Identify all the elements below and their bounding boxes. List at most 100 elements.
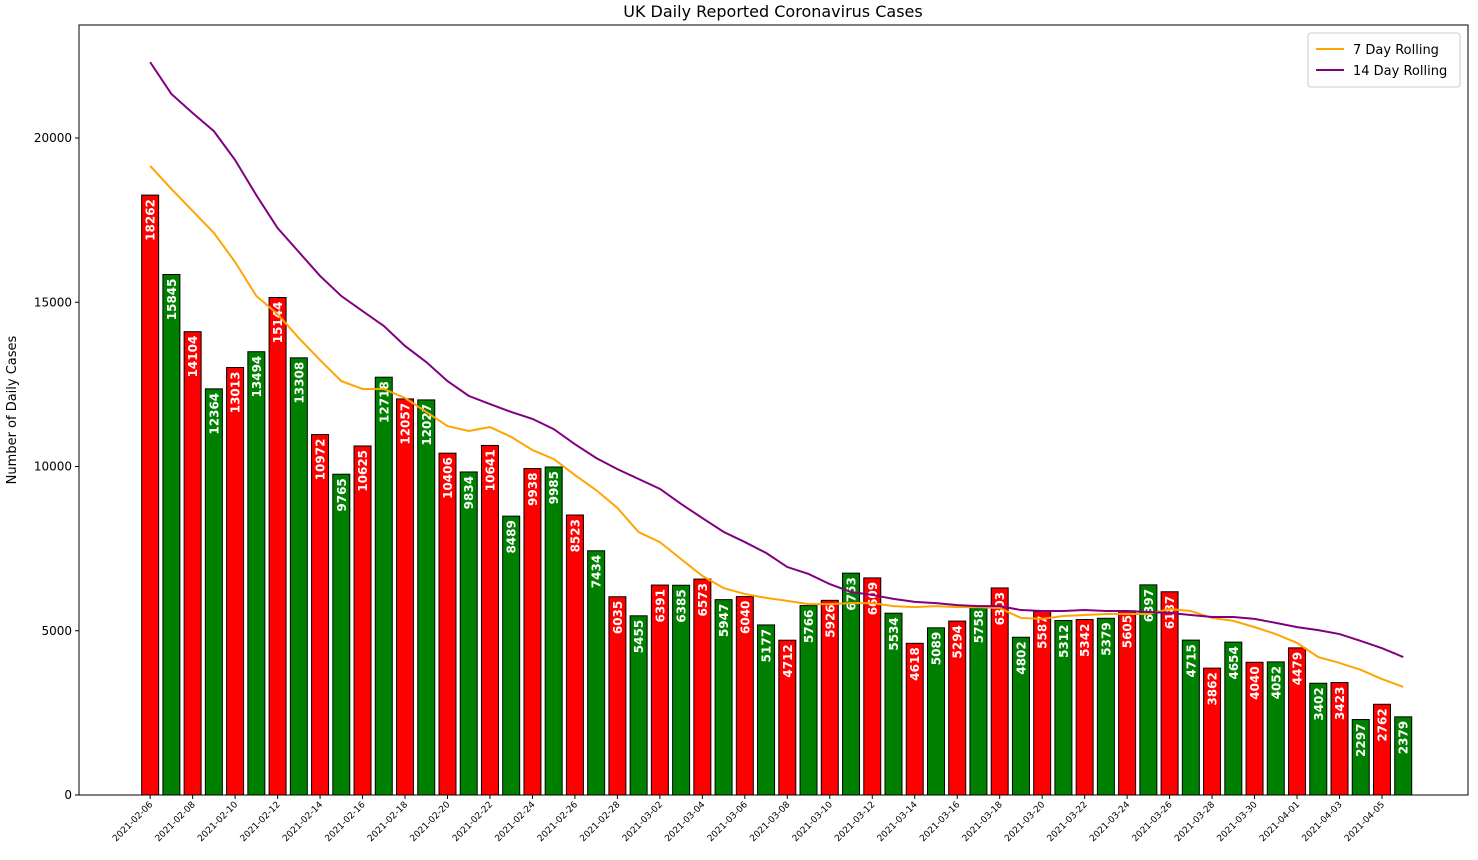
bar [353, 445, 372, 796]
x-tick-label: 2021-03-04 [663, 800, 707, 844]
value-label: 6609 [866, 582, 880, 615]
value-label: 2297 [1354, 724, 1368, 757]
x-tick-label: 2021-03-08 [748, 800, 792, 844]
value-label: 6035 [611, 601, 625, 634]
rolling-line [149, 165, 1404, 688]
value-label: 9765 [335, 478, 349, 511]
x-tick-label: 2021-03-18 [961, 800, 1005, 844]
x-tick-label: 2021-03-12 [833, 800, 877, 844]
value-label: 5312 [1057, 625, 1071, 658]
bar [226, 367, 245, 796]
y-axis-label: Number of Daily Cases [5, 335, 20, 484]
value-label: 5177 [760, 629, 774, 662]
x-tick-label: 2021-02-14 [281, 800, 325, 844]
x-tick-label: 2021-02-28 [578, 800, 622, 844]
value-label: 6573 [696, 583, 710, 616]
y-tick-label: 20000 [34, 131, 72, 145]
value-label: 5294 [951, 625, 965, 658]
x-tick-label: 2021-03-24 [1088, 800, 1132, 844]
legend-label: 14 Day Rolling [1353, 64, 1447, 79]
x-tick-label: 2021-03-02 [621, 800, 665, 844]
bar [502, 515, 521, 796]
x-tick-label: 2021-03-28 [1173, 800, 1217, 844]
bar [141, 194, 160, 796]
plot-frame [78, 24, 1469, 796]
bar [480, 444, 499, 796]
x-tick-label: 2021-02-22 [451, 800, 495, 844]
x-tick-label: 2021-02-16 [324, 800, 368, 844]
y-tick-label: 0 [64, 788, 72, 802]
bar [438, 452, 457, 796]
rolling-line [149, 61, 1404, 658]
bar [459, 471, 478, 796]
bar [311, 434, 330, 796]
value-label: 6391 [653, 589, 667, 622]
value-label: 3402 [1312, 687, 1326, 720]
legend-box [1307, 32, 1461, 88]
bar [268, 297, 287, 796]
x-tick-label: 2021-03-14 [876, 800, 920, 844]
bar [247, 351, 266, 796]
bar [417, 399, 436, 796]
value-label: 6385 [675, 589, 689, 622]
x-tick-label: 2021-02-18 [366, 800, 410, 844]
x-tick-label: 2021-02-10 [196, 800, 240, 844]
bar [332, 473, 351, 796]
value-label: 15144 [271, 302, 285, 344]
value-label: 5534 [887, 617, 901, 650]
value-label: 10406 [441, 457, 455, 499]
value-label: 4052 [1269, 666, 1283, 699]
value-label: 15845 [165, 278, 179, 320]
x-tick-label: 2021-02-12 [239, 800, 283, 844]
bar [374, 376, 393, 796]
bar [565, 514, 584, 796]
value-label: 4479 [1291, 652, 1305, 685]
legend-label: 7 Day Rolling [1353, 43, 1439, 58]
value-label: 5587 [1036, 615, 1050, 648]
value-label: 13308 [292, 362, 306, 404]
value-label: 8523 [568, 519, 582, 552]
value-label: 5455 [632, 620, 646, 653]
value-label: 4712 [781, 644, 795, 677]
x-tick-label: 2021-02-24 [494, 800, 538, 844]
value-label: 9985 [547, 471, 561, 504]
value-label: 5766 [802, 610, 816, 643]
value-label: 9938 [526, 473, 540, 506]
x-tick-label: 2021-03-22 [1046, 800, 1090, 844]
value-label: 6397 [1142, 589, 1156, 622]
value-label: 13494 [250, 356, 264, 398]
x-tick-label: 2021-02-26 [536, 800, 580, 844]
value-label: 13013 [229, 372, 243, 414]
value-label: 12364 [207, 393, 221, 435]
x-tick-label: 2021-03-30 [1216, 800, 1260, 844]
x-tick-label: 2021-04-03 [1301, 800, 1345, 844]
x-tick-label: 2021-03-26 [1131, 800, 1175, 844]
value-label: 3423 [1333, 687, 1347, 720]
x-tick-label: 2021-03-10 [791, 800, 835, 844]
value-label: 12057 [399, 403, 413, 445]
bar [204, 388, 223, 796]
x-tick-label: 2021-03-06 [706, 800, 750, 844]
bar [523, 468, 542, 796]
value-label: 4618 [908, 647, 922, 680]
value-label: 5947 [717, 604, 731, 637]
x-tick-label: 2021-03-20 [1003, 800, 1047, 844]
bar [396, 398, 415, 796]
x-tick-label: 2021-02-06 [111, 800, 155, 844]
value-label: 5926 [823, 604, 837, 637]
x-tick-label: 2021-04-01 [1258, 800, 1302, 844]
x-tick-label: 2021-02-20 [409, 800, 453, 844]
value-label: 3862 [1206, 672, 1220, 705]
value-label: 12718 [377, 381, 391, 423]
value-label: 6040 [738, 601, 752, 634]
bar [289, 357, 308, 796]
value-label: 5758 [972, 610, 986, 643]
value-label: 5379 [1099, 622, 1113, 655]
value-label: 4040 [1248, 666, 1262, 699]
value-label: 5342 [1078, 624, 1092, 657]
value-label: 4715 [1184, 644, 1198, 677]
value-label: 6753 [845, 577, 859, 610]
value-label: 4802 [1014, 641, 1028, 674]
value-label: 2762 [1375, 708, 1389, 741]
